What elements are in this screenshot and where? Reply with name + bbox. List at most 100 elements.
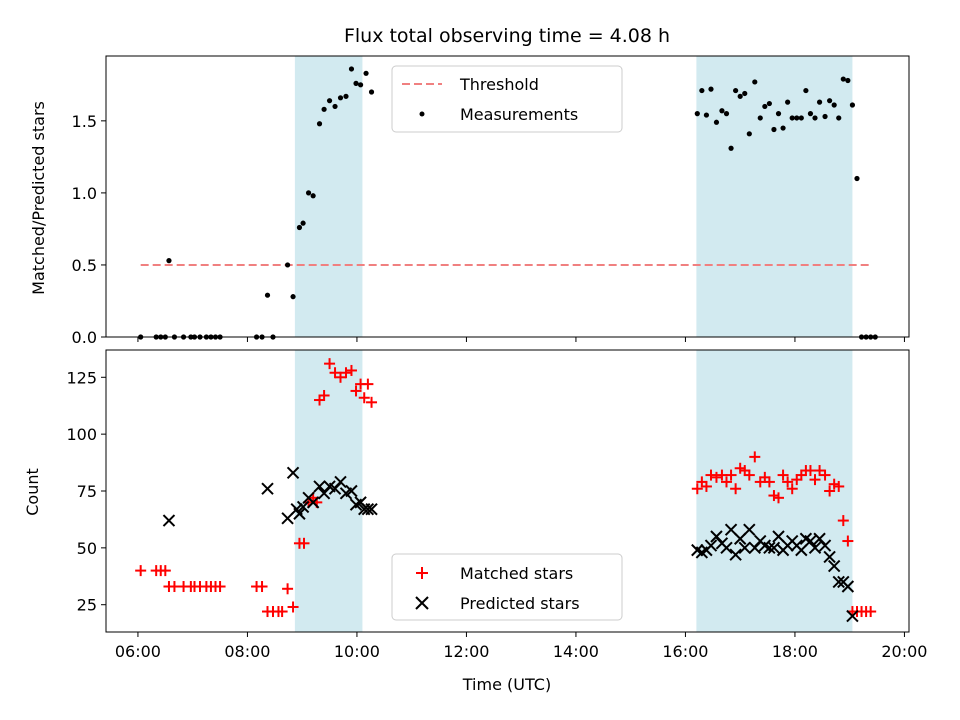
predicted-star-point: [720, 541, 733, 555]
matched-star-point: [833, 480, 845, 492]
predicted-star-point: [345, 484, 358, 498]
measurement-points: [138, 66, 878, 340]
measurement-point: [290, 294, 296, 300]
matched-star-point: [350, 385, 362, 397]
matched-star-point: [298, 537, 310, 549]
threshold-legend-label: Threshold: [459, 75, 539, 94]
measurement-point: [816, 99, 823, 105]
measurement-point: [840, 76, 846, 82]
predicted-star-point: [365, 502, 378, 516]
matched-star-point: [276, 606, 288, 618]
predicted-star-point: [743, 523, 756, 536]
matched-star-point: [773, 492, 785, 504]
measurement-point: [353, 80, 359, 86]
predicted-star-point: [293, 507, 306, 520]
predicted-star-point: [763, 541, 776, 555]
measurement-point: [316, 121, 323, 127]
bottom-y-axis-label: Count: [23, 468, 42, 516]
x-axis-label: Time (UTC): [462, 675, 551, 694]
measurement-point: [326, 98, 333, 104]
predicted-star-point: [286, 466, 300, 480]
y-tick-label: 50: [77, 539, 97, 558]
top-x-ticks: [137, 337, 905, 342]
predicted-star-point: [767, 541, 781, 555]
measurement-point: [831, 102, 837, 108]
bottom-y-ticks: 25 50 75 100 125: [66, 368, 106, 615]
measurement-point: [348, 66, 355, 72]
measurement-point: [845, 77, 851, 84]
measurement-point: [357, 82, 364, 88]
matched-star-point: [743, 469, 755, 481]
measurement-point: [708, 86, 714, 92]
measurement-point: [794, 115, 800, 121]
matched-star-point: [837, 515, 849, 527]
measurement-point: [343, 93, 349, 99]
x-tick-label: 16:00: [662, 642, 708, 661]
predicted-star-point: [846, 609, 859, 623]
measurement-point: [713, 119, 720, 125]
measurement-point: [822, 113, 828, 120]
count-panel: Count Time (UTC) 25 50 75 100 125 06:00 08:00…: [23, 349, 927, 694]
matched-star-point: [763, 476, 775, 488]
x-tick-label: 08:00: [224, 642, 270, 661]
measurement-point: [737, 93, 743, 99]
measurement-point: [368, 89, 375, 95]
matched-star-point: [358, 392, 370, 404]
matched-star-point: [135, 565, 147, 577]
measurement-point: [719, 108, 725, 114]
y-tick-label: 0.5: [72, 256, 97, 275]
predicted-star-point: [162, 514, 176, 527]
matched-stars-legend-label: Matched stars: [460, 564, 573, 583]
measurement-point: [321, 106, 327, 112]
x-tick-label: 14:00: [553, 642, 599, 661]
matched-star-point: [324, 358, 336, 370]
measurement-point: [337, 95, 344, 101]
predicted-stars-legend-label: Predicted stars: [460, 594, 580, 613]
matched-stars-legend-swatch: [416, 567, 428, 579]
matched-star-point: [159, 565, 171, 577]
measurement-point: [780, 125, 786, 131]
ratio-panel: Flux total observing time = 4.08 h Match…: [29, 25, 910, 347]
measurement-point: [733, 87, 739, 94]
bottom-x-ticks: 06:00 08:00 10:00 12:00 14:00 16:00 18:00 20:00: [115, 632, 927, 661]
matched-star-point: [366, 396, 378, 408]
measurement-point: [332, 103, 338, 110]
y-tick-label: 125: [66, 368, 97, 387]
matched-star-point: [730, 483, 742, 495]
measurements-legend-swatch: [419, 111, 425, 117]
matched-star-point: [705, 469, 717, 481]
measurement-point: [849, 102, 856, 108]
predicted-star-point: [261, 482, 274, 495]
top-y-axis-label: Matched/Predicted stars: [29, 101, 48, 295]
measurement-point: [803, 87, 809, 94]
predicted-star-point: [804, 534, 817, 548]
predicted-star-point: [704, 539, 718, 552]
measurement-point: [807, 111, 814, 117]
measurements-legend-label: Measurements: [460, 105, 578, 124]
x-tick-label: 10:00: [334, 642, 380, 661]
measurement-point: [166, 258, 172, 264]
predicted-star-point: [296, 500, 310, 514]
measurement-point: [703, 112, 710, 118]
x-tick-label: 06:00: [115, 642, 161, 661]
measurement-point: [757, 115, 763, 121]
predicted-stars-points: [162, 466, 859, 623]
y-tick-label: 1.0: [72, 184, 97, 203]
bottom-legend: Matched stars Predicted stars: [391, 553, 623, 621]
predicted-star-point: [818, 539, 832, 552]
matched-star-point: [824, 485, 836, 497]
matched-star-point: [786, 483, 798, 495]
predicted-stars-legend-swatch: [415, 596, 429, 610]
x-tick-label: 20:00: [881, 642, 927, 661]
top-y-ticks: 0.0 0.5 1.0 1.5: [72, 112, 106, 347]
y-tick-label: 75: [77, 482, 97, 501]
matched-star-point: [340, 367, 352, 379]
top-legend-box: [391, 65, 623, 133]
matched-star-point: [256, 581, 268, 593]
bottom-axes-frame: [105, 349, 910, 633]
x-tick-label: 18:00: [772, 642, 818, 661]
predicted-star-point: [841, 580, 855, 593]
measurement-point: [742, 90, 748, 97]
measurement-point: [284, 262, 291, 268]
